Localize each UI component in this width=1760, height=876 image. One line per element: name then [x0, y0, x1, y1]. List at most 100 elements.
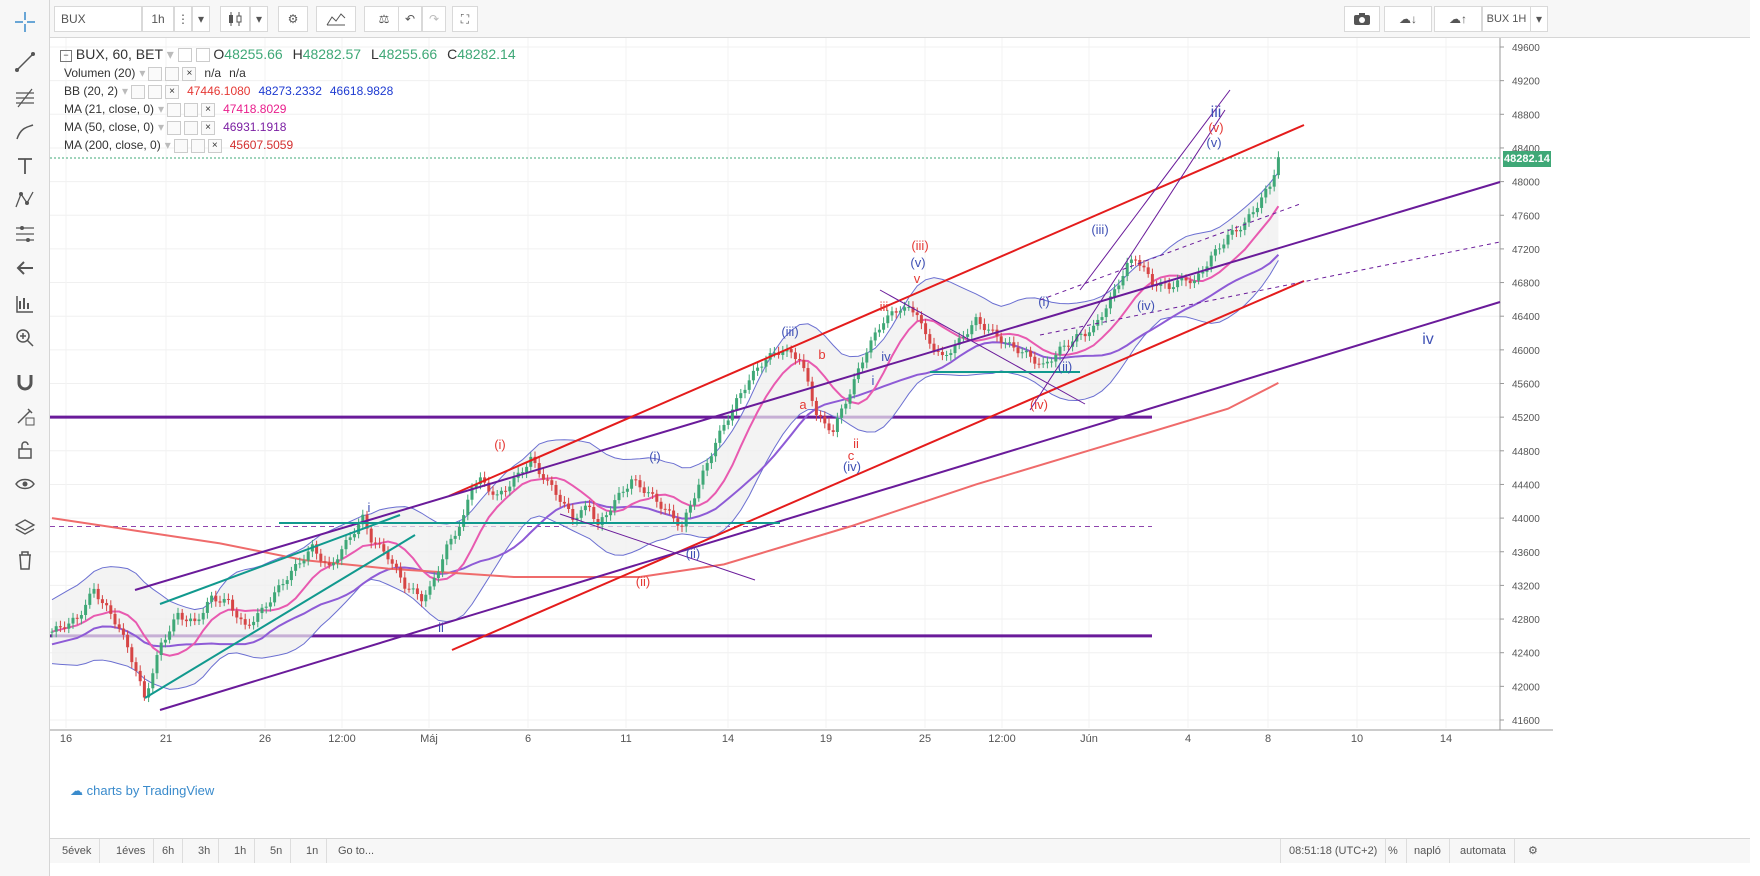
indicator-menu-chevron-icon[interactable]: ▾ [158, 102, 165, 116]
cloud-upload-icon[interactable]: ☁↑ [1434, 6, 1482, 32]
indicator-legend-row[interactable]: BB (20, 2) ▾ × 47446.1080 48273.2332 46618.98… [64, 84, 393, 99]
candle-body [966, 334, 970, 337]
candle-body [466, 499, 470, 516]
redo-icon[interactable]: ↷ [422, 6, 446, 32]
range-6h-button[interactable]: 6h [154, 839, 184, 863]
range-5y-button[interactable]: 5évek [54, 839, 101, 863]
wave-label: ii [853, 436, 859, 451]
chevron-down-icon[interactable]: ▾ [192, 6, 210, 32]
settings-icon[interactable] [190, 138, 205, 153]
settings-icon[interactable] [195, 48, 210, 63]
candle-body [138, 670, 142, 682]
indicator-legend-row[interactable]: MA (200, close, 0) ▾ × 45607.5059 [64, 138, 293, 153]
visibility-icon[interactable] [167, 120, 182, 135]
candle-body [861, 362, 865, 369]
settings-gear-icon[interactable]: ⚙ [278, 6, 308, 32]
candles-icon[interactable] [220, 6, 250, 32]
candle-body [424, 594, 428, 602]
undo-icon[interactable]: ↶ [398, 6, 422, 32]
candle-body [1054, 354, 1058, 362]
cloud-download-icon[interactable]: ☁↓ [1384, 6, 1432, 32]
measure-icon[interactable] [13, 292, 37, 316]
go-to-button[interactable]: Go to... [338, 845, 375, 857]
chart-type-chevron-icon[interactable]: ▾ [250, 6, 268, 32]
settings-icon[interactable] [165, 66, 180, 81]
candle-body [865, 352, 869, 363]
collapse-legend-icon[interactable]: − [60, 50, 72, 62]
x-tick-label: 10 [1351, 733, 1363, 745]
range-5d-button[interactable]: 5n [262, 839, 292, 863]
camera-icon[interactable] [1344, 6, 1380, 32]
text-icon[interactable] [13, 154, 37, 178]
chart-settings-gear-icon[interactable]: ⚙ [1528, 845, 1538, 857]
auto-toggle[interactable]: automata [1452, 839, 1515, 863]
visibility-icon[interactable] [148, 66, 163, 81]
range-1h-button[interactable]: 1h [226, 839, 256, 863]
fullscreen-icon[interactable]: ⛶ [452, 6, 478, 32]
indicator-legend-row[interactable]: MA (50, close, 0) ▾ × 46931.1918 [64, 120, 286, 135]
eye-icon[interactable] [13, 472, 37, 496]
unlock-icon[interactable] [13, 438, 37, 462]
visibility-icon[interactable] [131, 84, 146, 99]
indicator-menu-chevron-icon[interactable]: ▾ [139, 66, 146, 80]
y-tick-label: 41600 [1512, 716, 1540, 727]
wave-label: iii [1211, 104, 1222, 121]
remove-icon[interactable]: × [165, 84, 180, 99]
wave-label: c [848, 448, 855, 463]
remove-icon[interactable]: × [207, 138, 222, 153]
candle-body [890, 311, 894, 316]
back-arrow-icon[interactable] [13, 256, 37, 280]
indicator-menu-chevron-icon[interactable]: ▾ [158, 120, 165, 134]
candle-body [1176, 280, 1180, 288]
settings-icon[interactable] [184, 102, 199, 117]
candle-body [344, 539, 348, 550]
percent-toggle[interactable]: % [1380, 839, 1407, 863]
candle-body [1251, 212, 1255, 215]
candle-body [798, 359, 802, 361]
indicator-menu-chevron-icon[interactable]: ▾ [122, 84, 129, 98]
visibility-icon[interactable] [173, 138, 188, 153]
indicator-legend-row[interactable]: MA (21, close, 0) ▾ × 47418.8029 [64, 102, 286, 117]
wave-label: (iii) [1091, 222, 1108, 237]
layout-name-button[interactable]: BUX 1H [1482, 6, 1530, 32]
settings-icon[interactable] [148, 84, 163, 99]
settings-icon[interactable] [184, 120, 199, 135]
tradingview-watermark[interactable]: ☁ charts by TradingView [70, 783, 214, 799]
zoom-icon[interactable] [13, 326, 37, 350]
remove-icon[interactable]: × [201, 102, 216, 117]
candle-body [348, 537, 352, 540]
crosshair-icon[interactable] [13, 10, 37, 34]
range-1d-button[interactable]: 1n [298, 839, 328, 863]
remove-icon[interactable]: × [201, 120, 216, 135]
layout-chevron-icon[interactable]: ▾ [1530, 6, 1548, 32]
brush-icon[interactable] [13, 120, 37, 144]
lock-drawing-icon[interactable] [13, 404, 37, 428]
fib-tools-icon[interactable] [13, 86, 37, 110]
indicators-icon[interactable] [316, 6, 356, 32]
thin-trend-line [879, 289, 1086, 405]
range-1y-button[interactable]: 1éves [108, 839, 155, 863]
magnet-icon[interactable] [13, 370, 37, 394]
candle-body [625, 488, 629, 492]
layers-icon[interactable] [13, 516, 37, 540]
wave-label: ii [438, 620, 444, 635]
candle-body [134, 662, 138, 671]
visibility-icon[interactable] [167, 102, 182, 117]
interval-menu-icon[interactable]: ⋮ [174, 6, 192, 32]
remove-icon[interactable]: × [182, 66, 197, 81]
trash-icon[interactable] [13, 548, 37, 572]
symbol-menu-chevron-icon[interactable]: ▾ [166, 46, 174, 62]
indicator-menu-chevron-icon[interactable]: ▾ [164, 138, 171, 152]
candle-body [474, 484, 478, 488]
indicator-legend-row[interactable]: Volumen (20) ▾ × n/a n/a [64, 66, 246, 81]
compare-scale-icon[interactable]: ⚖ [364, 6, 404, 32]
symbol-search-input[interactable]: BUX [54, 6, 142, 32]
visibility-icon[interactable] [177, 48, 192, 63]
pattern-icon[interactable] [13, 188, 37, 212]
trendline-icon[interactable] [13, 50, 37, 74]
log-toggle[interactable]: napló [1406, 839, 1450, 863]
prediction-icon[interactable] [13, 222, 37, 246]
range-3h-button[interactable]: 3h [190, 839, 220, 863]
interval-button[interactable]: 1h [142, 6, 174, 32]
